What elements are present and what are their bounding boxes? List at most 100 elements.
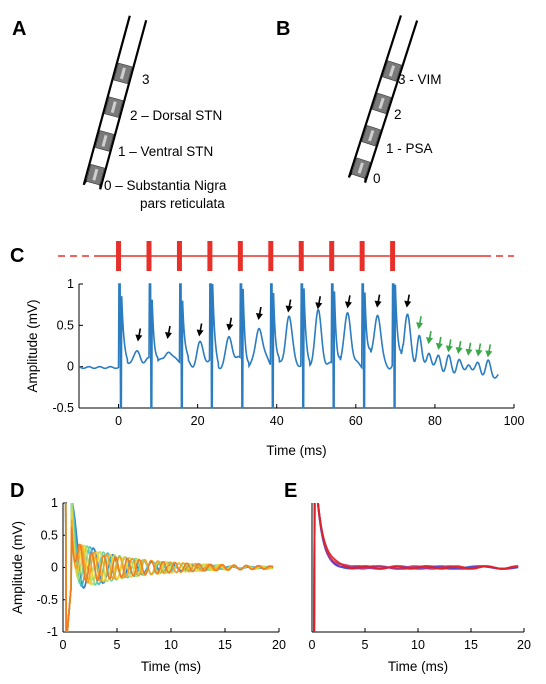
x-tick-label: 5: [114, 638, 121, 652]
arrow-head: [435, 342, 443, 350]
stim-pulse-2: [176, 241, 182, 271]
x-tick-label: 20: [191, 414, 205, 428]
y-tick-label: 0: [67, 360, 74, 374]
x-tick-label: 0: [60, 638, 67, 652]
panel-letter-e: E: [284, 480, 297, 502]
stim-pulse-5: [268, 241, 274, 271]
x-axis-label: Time (ms): [388, 659, 448, 674]
black-arrow-6: [315, 296, 323, 310]
arrow-head: [196, 329, 204, 337]
arrow-head: [255, 312, 263, 320]
green-arrow-1: [425, 330, 433, 345]
x-tick-label: 5: [362, 638, 369, 652]
panel-letter-d: D: [10, 480, 24, 502]
black-arrow-8: [374, 294, 382, 308]
lead-contact-highlight: [378, 97, 385, 110]
x-tick-label: 15: [464, 638, 478, 652]
stim-pulse-4: [237, 241, 243, 271]
lead-contact-highlight: [119, 67, 126, 80]
contact-label-b-2: 2: [394, 107, 402, 122]
contact-label-a-0: 0 – Substantia Nigra: [104, 178, 227, 193]
arrow-head: [285, 305, 293, 313]
green-arrow-7: [485, 344, 493, 358]
lead-edge: [364, 20, 419, 183]
y-tick-label: -0.5: [36, 593, 58, 607]
arrow-head: [315, 302, 323, 310]
contact-label-b-1: 1 - PSA: [386, 141, 433, 156]
green-arrow-2: [435, 336, 443, 350]
x-tick-label: 20: [272, 638, 286, 652]
panel-letter-c: C: [10, 245, 24, 267]
y-tick-label: -0.5: [52, 401, 74, 415]
lead-edge: [82, 15, 131, 186]
arrow-head: [135, 334, 143, 342]
contact-label-a-1: 1 – Ventral STN: [118, 144, 213, 159]
x-tick-label: 0: [309, 638, 316, 652]
contact-label-b-3: 3 - VIM: [398, 72, 442, 87]
black-arrow-0: [135, 328, 143, 342]
x-tick-label: 20: [517, 638, 531, 652]
contact-label-b-0: 0: [373, 171, 381, 186]
arrow-head: [374, 300, 382, 308]
y-tick-label: 1: [51, 496, 58, 510]
x-tick-label: 100: [504, 414, 525, 428]
stim-pulse-1: [146, 241, 152, 271]
stim-pulse-9: [390, 241, 396, 271]
black-arrow-2: [196, 323, 204, 337]
black-arrow-5: [285, 299, 293, 313]
y-axis-label: Amplitude (mV): [25, 299, 40, 392]
arrow-head: [455, 347, 463, 355]
x-tick-label: 40: [270, 414, 284, 428]
x-tick-label: 60: [349, 414, 363, 428]
arrow-head: [485, 350, 493, 358]
black-arrow-7: [344, 295, 352, 309]
green-arrow-3: [445, 339, 453, 353]
y-tick-label: 0: [51, 561, 58, 575]
x-axis-label: Time (ms): [266, 443, 326, 458]
stim-pulse-7: [329, 241, 335, 271]
arrow-head: [425, 337, 433, 345]
lead-contact-highlight: [110, 101, 117, 114]
arrow-head: [416, 322, 424, 330]
panel-letter-b: B: [276, 18, 290, 40]
black-arrow-4: [255, 306, 263, 320]
stim-pulse-8: [359, 241, 365, 271]
x-axis-label: Time (ms): [141, 659, 201, 674]
traces-e: [313, 503, 519, 632]
lead-contact-highlight: [101, 134, 108, 147]
lead-contact-highlight: [357, 162, 364, 174]
arrow-head: [344, 301, 352, 309]
contact-label-a-0-line2: pars reticulata: [140, 196, 225, 211]
lead-edge: [99, 19, 148, 190]
green-arrow-4: [455, 340, 463, 355]
chart-c: -0.5 0 0.5 1 0 20 40 60 80 100 Time (ms) Amplitude …: [25, 277, 524, 458]
lead-contact-highlight: [368, 130, 375, 142]
stim-pulse-3: [207, 241, 213, 271]
arrow-head: [226, 323, 234, 331]
green-arrow-5: [465, 342, 473, 356]
y-tick-label: 0.5: [41, 528, 58, 542]
x-tick-label: 10: [164, 638, 178, 652]
black-arrow-1: [164, 325, 172, 339]
x-tick-label: 10: [411, 638, 425, 652]
trace-d-6: [64, 503, 274, 632]
arrow-head: [465, 348, 473, 356]
trace-c: [78, 283, 499, 409]
stim-pulse-0: [116, 241, 122, 271]
traces-d: [64, 503, 274, 632]
green-arrow-6: [475, 343, 483, 357]
chart-d: 0 5 10 15 20 -1 -0.5 0 0.5 1 Amplitude (mV) Time (m…: [10, 496, 286, 674]
arrow-head: [404, 300, 412, 308]
x-tick-label: 80: [428, 414, 442, 428]
lead-edge: [347, 15, 402, 178]
y-tick-label: 1: [67, 277, 74, 291]
stim-pulse-6: [298, 241, 304, 271]
electrode-lead-b: [347, 15, 419, 183]
arrow-head: [475, 349, 483, 357]
arrow-head: [445, 345, 453, 353]
lead-contact-highlight: [388, 65, 396, 77]
y-tick-label: 0.5: [57, 318, 74, 332]
x-tick-label: 0: [115, 414, 122, 428]
black-arrow-3: [226, 317, 234, 331]
